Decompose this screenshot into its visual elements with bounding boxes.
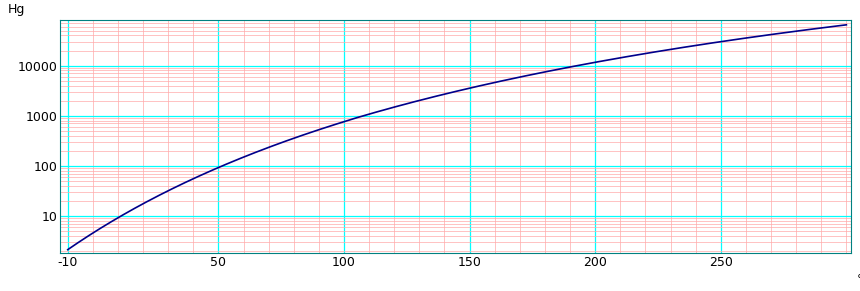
Text: °C: °C [857, 273, 860, 285]
Text: mm
Hg: mm Hg [4, 0, 28, 16]
